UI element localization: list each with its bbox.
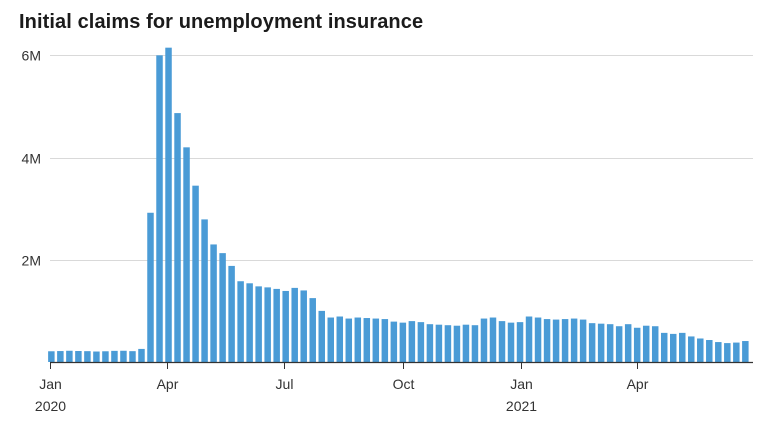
bar [282,290,289,362]
bar [75,351,82,362]
bar [336,316,344,362]
bar [66,350,73,362]
bars [48,47,749,363]
bar [93,351,100,362]
bar [417,322,425,362]
bar [670,333,677,362]
bar [291,287,298,362]
bar [633,327,641,362]
bar [48,351,55,362]
bar [57,351,64,362]
bar [697,338,704,362]
bar [300,290,307,362]
bar [318,310,325,362]
bar [642,325,650,362]
bar [390,321,398,362]
bar [147,212,154,362]
bar [354,317,362,362]
bar [345,318,353,362]
bar [516,322,524,362]
bar [120,350,127,362]
bar [210,244,217,362]
bar [525,316,533,362]
bar [579,319,587,362]
bar [724,343,731,362]
bar [138,348,145,362]
bar [715,342,722,362]
x-tick-label: Jul [276,376,294,392]
bar [498,321,506,362]
x-tick-label: Jan [510,376,533,392]
tick-labels: 2M 4M 6M Jan 2020 Apr Jul Oct Jan 2021 Apr [22,48,649,415]
bar [408,321,416,362]
bar [597,323,605,362]
bar [606,324,614,362]
bar [327,317,334,362]
axes [50,361,753,369]
bar [273,288,280,362]
bar [688,336,695,362]
bar [480,318,488,362]
bar [489,317,497,362]
bar [201,219,208,362]
bar [435,324,443,362]
bar [742,341,749,362]
x-tick-label: Apr [157,376,179,392]
y-tick-label: 6M [22,48,41,64]
bar [444,325,452,362]
bar [174,113,181,362]
bar [534,317,542,362]
bar [309,298,316,362]
bar [561,319,569,362]
bar [733,342,740,362]
bar [372,318,380,362]
bar [255,286,262,362]
bar [543,319,551,362]
bar [624,324,632,362]
chart-title: Initial claims for unemployment insuranc… [19,11,424,33]
gridlines [50,55,753,261]
bar [507,322,515,362]
bar [84,351,91,362]
bar [246,283,253,362]
bar [552,319,560,362]
bar [381,319,389,362]
bar [471,325,479,362]
bar [219,253,226,362]
x-tick-label: Oct [393,376,415,392]
bar [111,350,118,362]
bar [183,147,190,362]
bar [453,325,461,362]
bar [426,324,434,362]
bar [588,323,596,362]
bar [706,340,713,362]
bar [165,47,172,363]
bar [363,318,371,362]
bar [660,332,668,362]
bar [102,351,109,362]
x-tick-year-label: 2021 [506,398,537,414]
bar [462,324,470,362]
bar [570,318,578,362]
bar [651,326,659,362]
bar [129,351,136,362]
bar [237,281,244,362]
bar [679,332,686,362]
bar [156,55,163,362]
bar [228,265,235,362]
bar [399,322,407,362]
x-tick-label: Apr [627,376,649,392]
x-tick-label: Jan [39,376,62,392]
y-tick-label: 2M [22,253,41,269]
y-tick-label: 4M [22,151,41,167]
bar [192,185,199,362]
bar [615,326,623,362]
bar [264,287,271,362]
x-tick-year-label: 2020 [35,398,66,414]
